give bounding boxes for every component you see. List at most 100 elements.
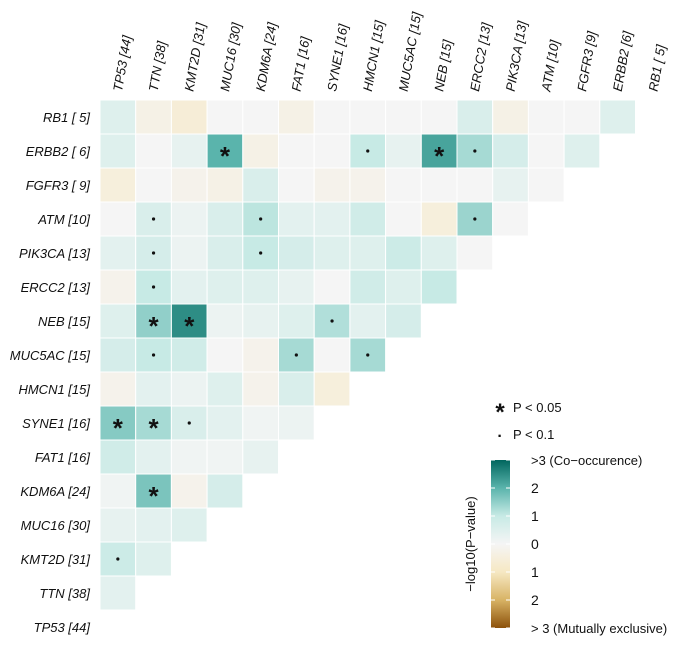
heatmap-cell	[206, 133, 244, 169]
heatmap-cell	[420, 201, 458, 237]
heatmap-cell	[278, 167, 315, 203]
heatmap-cell	[242, 405, 280, 441]
sig-star-mark: *	[148, 481, 159, 511]
heatmap-cell	[99, 507, 137, 543]
row-label: ATM [10]	[37, 212, 90, 227]
colorbar-tick-label: 1	[531, 564, 539, 580]
column-label: KMT2D [31]	[181, 21, 208, 92]
heatmap-cell	[278, 269, 315, 305]
sig-star-mark: *	[220, 141, 231, 171]
colorbar-tick-label: 0	[531, 536, 539, 552]
heatmap-cell	[313, 201, 351, 237]
sig-dot-mark	[116, 557, 120, 561]
heatmap-cell	[242, 133, 280, 169]
row-label: KDM6A [24]	[20, 484, 90, 499]
heatmap-cell	[135, 167, 172, 203]
heatmap-cell	[492, 133, 529, 169]
sig-dot-mark	[294, 353, 298, 357]
heatmap-cell	[492, 99, 529, 135]
row-label: FAT1 [16]	[35, 450, 91, 465]
row-label: MUC16 [30]	[21, 518, 91, 533]
sig-star-mark: *	[434, 141, 445, 171]
sig-star-mark: *	[148, 413, 159, 443]
heatmap-cell	[135, 473, 172, 509]
heatmap-cell	[278, 133, 315, 169]
heatmap-cell	[420, 167, 458, 203]
heatmap-cell	[278, 201, 315, 237]
column-label: MUC16 [30]	[217, 21, 244, 92]
row-labels: RB1 [ 5] ERBB2 [ 6] FGFR3 [ 9] ATM [10] PIK3…	[10, 110, 91, 635]
sig-dot-mark	[330, 319, 334, 323]
heatmap-cell	[135, 99, 172, 135]
heatmap-cell	[385, 269, 422, 305]
heatmap-cell	[99, 167, 137, 203]
heatmap-cell	[170, 303, 208, 339]
heatmap-cell	[206, 439, 244, 475]
colorbar-tick-label: >3 (Co−occurence)	[531, 453, 642, 468]
heatmap-cell	[349, 235, 387, 271]
heatmap-cell	[242, 99, 280, 135]
sig-dot-mark	[187, 421, 191, 425]
heatmap-cell	[206, 473, 244, 509]
heatmap-cell	[99, 473, 137, 509]
heatmap-cell	[135, 303, 172, 339]
sig-dot-mark	[473, 217, 477, 221]
heatmap-cell	[456, 99, 494, 135]
heatmap-cell	[206, 201, 244, 237]
heatmap-cell	[456, 167, 494, 203]
heatmap-cell	[242, 371, 280, 407]
heatmap-cell	[278, 235, 315, 271]
heatmap-cell	[599, 99, 636, 135]
legend-dot-symbol: ·	[497, 428, 502, 445]
legend-star-label: P < 0.05	[513, 400, 562, 415]
row-label: ERCC2 [13]	[21, 280, 91, 295]
heatmap-cell	[206, 337, 244, 373]
heatmap-cell	[420, 235, 458, 271]
heatmap-cell	[206, 405, 244, 441]
heatmap-cell	[349, 201, 387, 237]
column-label: TP53 [44]	[110, 34, 135, 92]
heatmap-cells	[99, 99, 636, 611]
row-label: SYNE1 [16]	[22, 416, 90, 431]
heatmap-cell	[170, 269, 208, 305]
significance-marks: * * * * * * *	[113, 141, 477, 561]
heatmap-cell	[206, 235, 244, 271]
heatmap-cell	[385, 303, 422, 339]
heatmap-cell	[99, 269, 137, 305]
heatmap-cell	[527, 99, 565, 135]
legend: * P < 0.05 · P < 0.1 >3 (Co−occurence) 2 1…	[463, 399, 667, 636]
column-label: FGFR3 [9]	[574, 30, 599, 93]
heatmap-cell	[313, 133, 351, 169]
heatmap-cell	[242, 269, 280, 305]
heatmap-cell	[563, 99, 601, 135]
heatmap-cell	[99, 201, 137, 237]
row-label: FGFR3 [ 9]	[26, 178, 91, 193]
row-label: TTN [38]	[39, 586, 90, 601]
colorbar-tick-label: > 3 (Mutually exclusive)	[531, 621, 667, 636]
column-label: ATM [10]	[538, 39, 562, 94]
heatmap-cell	[242, 439, 280, 475]
colorbar	[491, 460, 510, 628]
heatmap-cell	[170, 201, 208, 237]
sig-dot-mark	[151, 217, 156, 221]
row-label: ERBB2 [ 6]	[26, 144, 91, 159]
heatmap-cell	[349, 303, 387, 339]
heatmap-cell	[206, 371, 244, 407]
heatmap-cell	[492, 167, 529, 203]
heatmap-cell	[278, 303, 315, 339]
heatmap-cell	[170, 167, 208, 203]
heatmap-cell	[313, 337, 351, 373]
heatmap-cell	[527, 133, 565, 169]
column-label: KDM6A [24]	[253, 21, 280, 93]
heatmap-cell	[385, 201, 422, 237]
heatmap-cell	[206, 167, 244, 203]
heatmap-cell	[492, 201, 529, 237]
column-label: SYNE1 [16]	[324, 23, 351, 93]
heatmap-cell	[563, 133, 601, 169]
colorbar-tick-label: 1	[531, 508, 539, 524]
heatmap-cell	[313, 235, 351, 271]
heatmap-cell	[99, 439, 137, 475]
column-labels: TP53 [44] TTN [38] KMT2D [31] MUC16 [30] KDM…	[110, 11, 668, 94]
heatmap-cell	[206, 269, 244, 305]
row-label: NEB [15]	[38, 314, 90, 329]
